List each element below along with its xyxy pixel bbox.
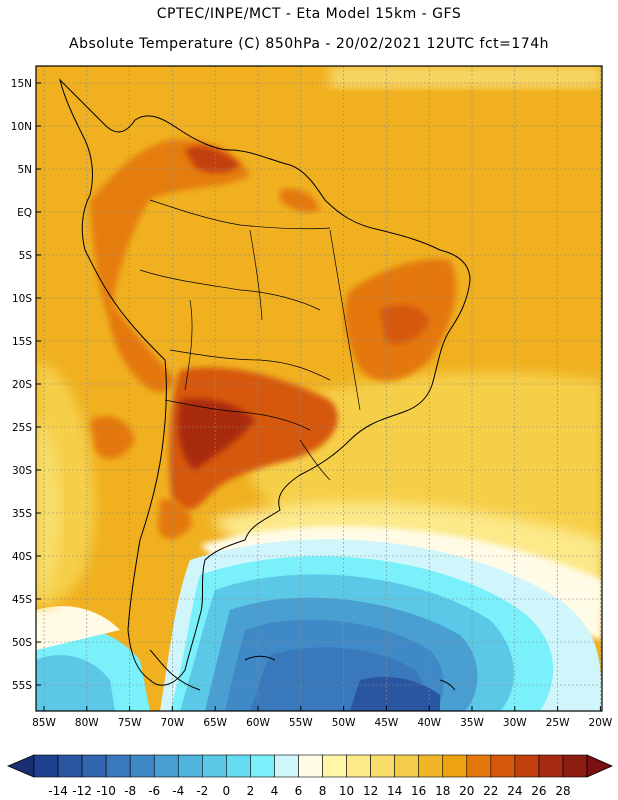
colorbar-segment [33,754,59,778]
lat-label: 15N [11,78,32,90]
colorbar-segment [57,754,83,778]
lon-label: 45W [375,717,399,729]
map-title-line1: CPTEC/INPE/MCT - Eta Model 15km - GFS [156,6,462,22]
colorbar-tick-label: 12 [363,784,378,798]
lat-label: 40S [12,551,32,563]
colorbar-tick-label: 26 [531,784,546,798]
longitude-labels: 85W 80W 75W 70W 65W 60W 55W 50W 45W 40W 35W 30W 25W 2… [32,706,613,729]
lat-label: 20S [12,379,32,391]
lat-label: 35S [12,508,32,520]
colorbar-high-arrow [586,754,613,778]
lat-label: 55S [12,680,32,692]
colorbar-segment [442,754,468,778]
colorbar-segment [538,754,564,778]
lon-label: 40W [417,717,441,729]
colorbar-segment [490,754,516,778]
colorbar-tick-label: 14 [387,784,402,798]
lat-label: 10N [11,121,32,133]
colorbar-segment [562,754,588,778]
lon-label: 50W [332,717,356,729]
colorbar-tick-label: -4 [172,784,184,798]
map-frame [35,65,603,712]
colorbar-segment [105,754,131,778]
lat-label: 25S [12,422,32,434]
lat-label: 50S [12,637,32,649]
colorbar-segment [394,754,419,778]
colorbar-tick-label: -10 [96,784,116,798]
colorbar-tick-label: 18 [435,784,450,798]
colorbar-tick-label: -2 [196,784,208,798]
colorbar-segment [370,754,395,778]
colorbar-tick-label: -8 [124,784,136,798]
colorbar-tick-label: 16 [411,784,426,798]
lat-label: 5S [19,250,33,262]
temperature-field [36,66,602,711]
graticule [36,66,602,711]
colorbar-segment [418,754,444,778]
lon-label: 25W [546,717,570,729]
lat-label: 30S [12,465,32,477]
colorbar-segment [250,754,275,778]
colorbar-low-arrow [6,754,35,778]
lon-label: 55W [289,717,313,729]
country-borders [139,199,361,481]
lon-label: 65W [203,717,227,729]
map-title-line2: Absolute Temperature (C) 850hPa - 20/02/… [69,36,549,52]
colorbar-tick-label: 2 [247,784,255,798]
lon-label: 75W [118,717,142,729]
lat-label: 10S [12,293,32,305]
lon-label: 70W [161,717,185,729]
colorbar-tick-label: 4 [271,784,279,798]
colorbar-tick-label: -14 [48,784,68,798]
lat-label: 15S [12,336,32,348]
lat-label: EQ [17,207,32,219]
colorbar-tick-label: 28 [555,784,570,798]
colorbar-segment [346,754,371,778]
colorbar-segment [153,754,179,778]
lon-label: 35W [460,717,484,729]
coastline [59,78,471,691]
colorbar-tick-label: 22 [483,784,498,798]
colorbar-segment [322,754,347,778]
colorbar-tick-label: 8 [319,784,327,798]
lat-label: 5N [17,164,32,176]
colorbar-segment [226,754,251,778]
colorbar-segment [274,754,299,778]
colorbar-tick-label: 0 [223,784,231,798]
lon-label: 85W [32,717,56,729]
colorbar-segment [202,754,227,778]
lat-label: 45S [12,594,32,606]
colorbar-segment [177,754,203,778]
lon-label: 60W [246,717,270,729]
colorbar-segment [81,754,107,778]
lon-label: 20W [589,717,613,729]
colorbar: -14 -12 -10 -8 -6 -4 -2 0 2 4 6 8 10 12 14 16 18 20 22 24 26… [6,754,613,798]
latitude-labels: 15N 10N 5N EQ 5S 10S 15S 20S 25S 30S 35S 40S 45S 50S 5… [11,78,41,692]
colorbar-tick-label: 20 [459,784,474,798]
colorbar-segment [466,754,492,778]
colorbar-segment [298,754,323,778]
colorbar-tick-label: 10 [339,784,354,798]
colorbar-segment [514,754,540,778]
colorbar-tick-label: 24 [507,784,522,798]
lon-label: 30W [503,717,527,729]
colorbar-tick-label: 6 [295,784,303,798]
lon-label: 80W [75,717,99,729]
colorbar-tick-label: -6 [148,784,160,798]
colorbar-segment [129,754,155,778]
colorbar-tick-label: -12 [72,784,92,798]
